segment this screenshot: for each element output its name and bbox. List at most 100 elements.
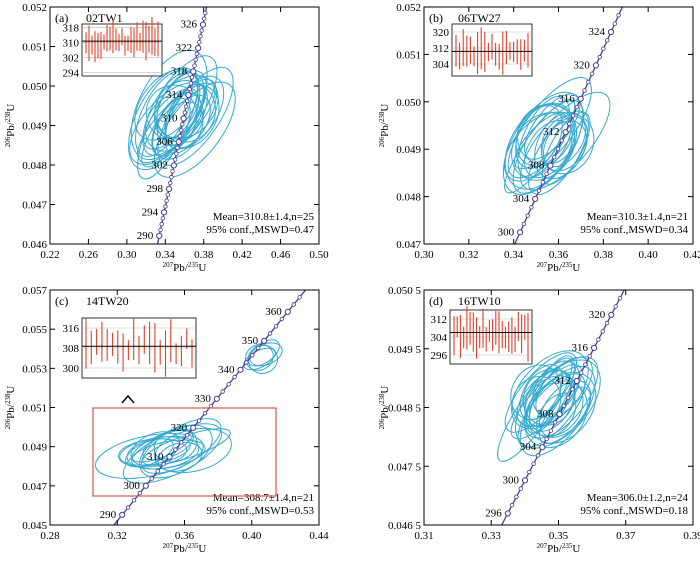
ellipse-10: [519, 365, 596, 457]
concordia-tick: [202, 411, 208, 416]
concordia-tick: [256, 345, 261, 351]
ellipse-4: [157, 441, 203, 472]
x-axis-label: 207Pb/235U: [537, 261, 581, 274]
concordia-tick: [583, 362, 588, 367]
inset-tick-label: 304: [431, 332, 448, 344]
inset-tick-label: 320: [433, 27, 450, 39]
concordia-tick: [192, 63, 197, 68]
concordia-tick: [184, 98, 190, 104]
concordia-tick: [600, 329, 605, 334]
y-axis-label: 206Pb/238U: [4, 386, 17, 430]
concordia-node: [142, 482, 149, 489]
panel-tag: (a): [55, 11, 68, 25]
x-tick-label: 0.34: [156, 249, 176, 261]
concordia-tick: [548, 428, 554, 433]
x-tick-label: 0.37: [616, 530, 636, 542]
concordia-age-label: 324: [589, 26, 606, 38]
concordia-tick: [596, 337, 601, 342]
x-tick-label: 0.36: [175, 530, 195, 542]
concordia-tick: [244, 360, 249, 365]
inset-tick-label: 302: [63, 52, 80, 64]
x-tick-label: 0.50: [309, 249, 329, 261]
concordia-node: [213, 395, 220, 402]
concordia-node: [161, 209, 168, 216]
concordia-node: [284, 308, 291, 315]
concordia-tick: [173, 447, 178, 452]
concordia-age-label: 318: [171, 66, 188, 78]
panel-3: 296 300 304 308 312 316 320 0.31 0.33 0.35 0.37 0.3…: [378, 285, 700, 555]
plot-area: [497, 290, 625, 525]
concordia-tick: [617, 296, 623, 301]
concordia-age-label: 310: [147, 451, 164, 463]
x-tick-label: 0.42: [233, 249, 252, 261]
concordia-tick: [616, 13, 621, 18]
concordia-node: [190, 424, 197, 431]
concordia-tick: [250, 353, 255, 358]
ellipse-23: [539, 386, 591, 444]
concordia-node: [591, 344, 598, 351]
concordia-node: [170, 162, 177, 169]
stat-line: 95% conf.,MSWD=0.18: [580, 505, 688, 517]
concordia-age-label: 300: [498, 226, 515, 238]
concordia-tick: [203, 10, 208, 16]
y-tick-label: 0.051: [22, 403, 47, 415]
y-tick-label: 0.048: [22, 160, 47, 172]
ellipse-4: [540, 114, 595, 175]
concordia-node: [556, 411, 563, 418]
concordia-node: [504, 510, 511, 517]
concordia-tick: [194, 51, 200, 57]
concordia-tick: [188, 81, 193, 86]
ellipse-14: [119, 436, 191, 466]
x-tick-label: 0.32: [108, 530, 127, 542]
concordia-tick: [267, 331, 273, 336]
concordia-age-label: 302: [151, 159, 168, 171]
concordia-tick: [553, 420, 558, 425]
concordia-node: [119, 511, 126, 518]
concordia-tick: [582, 88, 587, 93]
concordia-tick: [279, 316, 285, 322]
y-tick-label: 0.051: [396, 49, 421, 61]
x-tick-label: 0.28: [40, 530, 60, 542]
concordia-age-label: 320: [589, 309, 606, 321]
concordia-tick: [567, 121, 572, 126]
concordia-age-label: 320: [573, 59, 590, 71]
y-tick-label: 0.050: [396, 97, 421, 109]
concordia-age-label: 316: [572, 342, 589, 354]
ellipse-19: [157, 66, 234, 166]
y-tick-label: 0.051: [22, 42, 47, 54]
ellipse-11: [497, 357, 573, 462]
inset: 318 310 302 294: [63, 16, 163, 79]
concordia-tick: [232, 374, 237, 380]
concordia-age-label: 294: [142, 206, 159, 218]
concordia-tick: [182, 110, 187, 115]
panel-2: 290 300 310 320 330 340 350 360 0.28 0.32 0.36 0.40…: [4, 285, 329, 555]
y-tick-label: 0.047: [396, 239, 421, 251]
ellipse-20: [528, 110, 589, 195]
x-tick-label: 0.26: [79, 249, 99, 261]
plot-area: [502, 7, 623, 244]
y-tick-label: 0.049: [22, 442, 47, 454]
panel-1: 300 304 308 312 316 320 324 0.30 0.32 0.34 0.36 0.3…: [378, 2, 700, 274]
panel-tag: (b): [429, 11, 443, 25]
x-tick-label: 0.40: [639, 249, 659, 261]
concordia-tick: [137, 490, 143, 496]
stat-line: 95% conf.,MSWD=0.34: [580, 224, 688, 236]
concordia-node: [237, 366, 244, 373]
y-axis-label: 206Pb/238U: [378, 386, 391, 430]
inset-tick-label: 304: [433, 59, 450, 71]
concordia-age-label: 296: [485, 507, 502, 519]
concordia-tick: [291, 302, 296, 307]
concordia-tick: [518, 486, 523, 491]
ellipse-6: [523, 93, 581, 160]
ellipse-17: [504, 102, 576, 190]
plot-area: [95, 290, 307, 525]
concordia-tick: [544, 171, 549, 177]
concordia-tick: [559, 138, 564, 143]
panel-0: 290 294 298 302 306 310 314 318 322 326 0.22 0.26 0.…: [4, 2, 329, 274]
concordia-age-label: 310: [161, 112, 178, 124]
ellipse-10: [517, 95, 570, 178]
y-axis-label: 206Pb/238U: [378, 104, 391, 148]
ellipse-15: [142, 428, 231, 466]
concordia-tick: [540, 179, 545, 185]
concordia-age-label: 312: [554, 375, 571, 387]
